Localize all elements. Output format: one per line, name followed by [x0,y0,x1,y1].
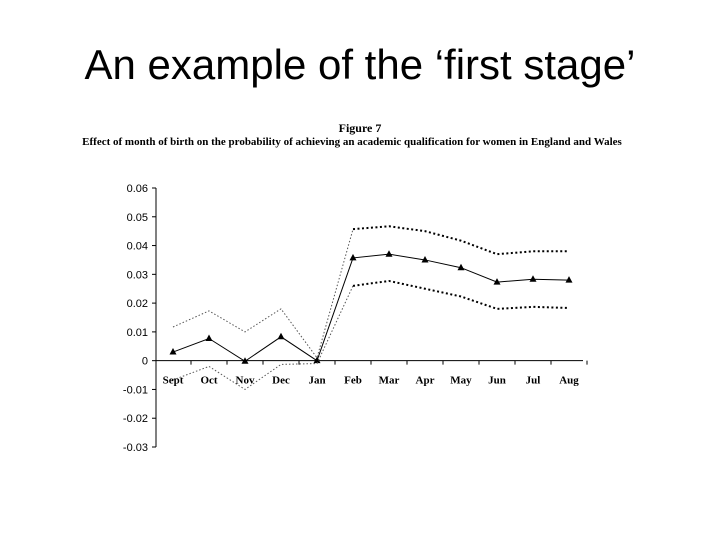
x-tick-label: Sept [163,375,184,387]
slide-title: An example of the ‘first stage’ [84,41,636,88]
data-point-marker [313,356,321,364]
x-tick-label: Aug [559,375,579,387]
data-point-marker [493,278,501,285]
x-tick-label: Apr [416,375,435,387]
y-tick-label: 0.05 [127,212,148,224]
series-line-lower-bound [172,285,354,391]
data-point-marker [277,332,285,340]
y-tick-label: 0.02 [127,298,148,310]
y-tick-label: 0 [142,356,148,368]
x-tick-label: Nov [236,375,255,387]
data-point-marker [421,255,429,263]
data-point-marker [349,253,357,261]
data-point-marker [385,250,393,257]
x-tick-label: Jan [308,375,325,387]
series-line-upper-bound [352,225,569,256]
data-point-marker [457,263,465,271]
data-point-marker [169,348,177,355]
y-tick-label: 0.03 [127,269,148,281]
x-tick-label: Feb [344,375,362,387]
series-line-upper-bound [172,229,354,359]
y-tick-label: -0.02 [123,413,148,425]
x-tick-label: Mar [379,375,400,387]
x-tick-label: Jun [488,375,506,387]
series-line-estimate [172,253,570,362]
x-tick-label: Jul [526,375,541,387]
x-tick-label: May [450,375,472,387]
y-tick-label: 0.04 [127,241,148,253]
series-line-lower-bound [352,279,570,310]
data-point-marker [205,334,213,342]
y-tick-label: -0.03 [123,442,148,454]
y-tick-label: 0.01 [127,327,148,339]
data-point-marker [241,357,249,364]
data-point-marker [529,275,537,282]
x-tick-label: Dec [272,375,290,387]
data-point-marker [565,276,573,283]
x-tick-label: Oct [200,375,217,387]
y-tick-label: -0.01 [123,384,148,396]
chart-title: Effect of month of birth on the probabil… [82,136,622,148]
figure-label: Figure 7 [338,121,382,135]
y-tick-label: 0.06 [127,183,148,195]
